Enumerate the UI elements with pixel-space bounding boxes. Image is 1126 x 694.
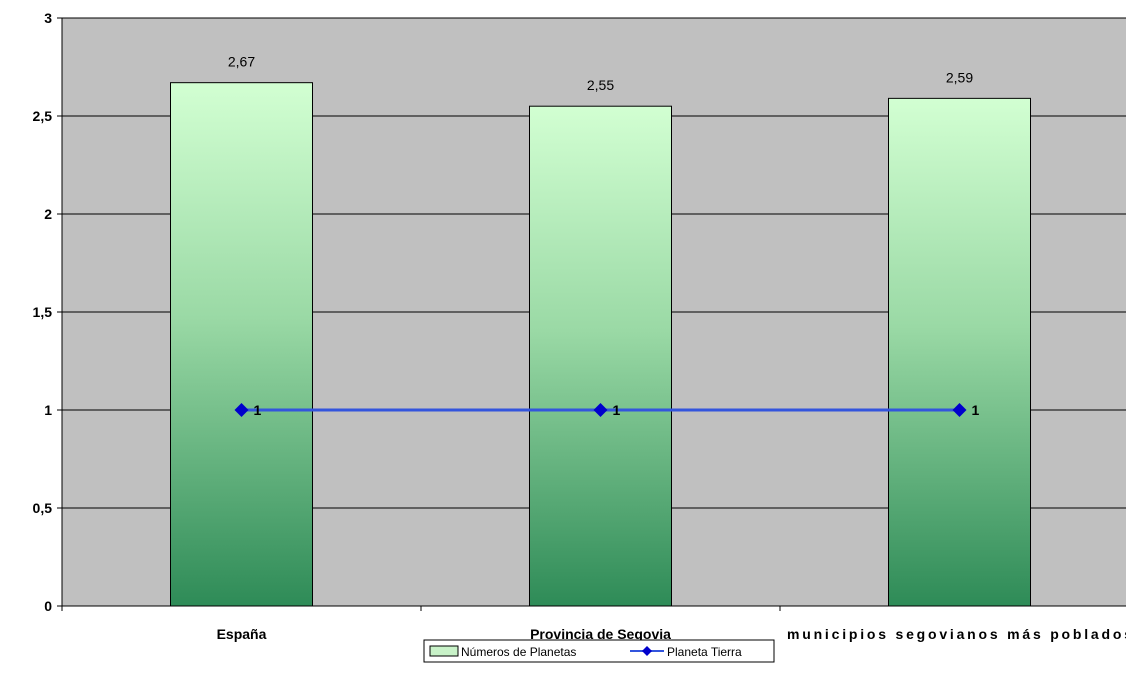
line-marker (593, 403, 608, 417)
y-tick-label: 0,5 (33, 500, 53, 516)
bar (170, 82, 313, 607)
data-labels: 2,67 2,55 2,59 1 1 1 (228, 54, 980, 418)
legend: Números de Planetas Planeta Tierra (423, 639, 775, 663)
line-series (234, 403, 967, 417)
legend-swatch-bar (429, 645, 459, 657)
x-tick-label: municipios segovianos más poblados (787, 626, 1126, 642)
x-tick-label: Provincia de Segovia (530, 626, 671, 642)
y-tick-label: 3 (44, 10, 52, 26)
bar (529, 105, 672, 607)
x-tick-label: España (217, 626, 267, 642)
y-tick-label: 1 (44, 402, 52, 418)
legend-label: Planeta Tierra (667, 645, 742, 659)
y-tick-label: 1,5 (33, 304, 53, 320)
y-tick-label: 0 (44, 598, 52, 614)
bar-value-label: 2,55 (587, 77, 614, 93)
bar-value-label: 2,59 (946, 69, 973, 85)
bar-series (170, 82, 1031, 607)
line-marker (234, 403, 249, 417)
bar-value-label: 2,67 (228, 54, 255, 70)
y-tick-label: 2 (44, 206, 52, 222)
point-value-label: 1 (972, 402, 980, 418)
line-marker (952, 403, 967, 417)
legend-swatch-marker (642, 646, 652, 656)
y-tick-label: 2,5 (33, 108, 53, 124)
legend-label: Números de Planetas (461, 645, 576, 659)
point-value-label: 1 (613, 402, 621, 418)
bar (888, 97, 1031, 607)
legend-box (423, 639, 775, 663)
point-value-label: 1 (254, 402, 262, 418)
